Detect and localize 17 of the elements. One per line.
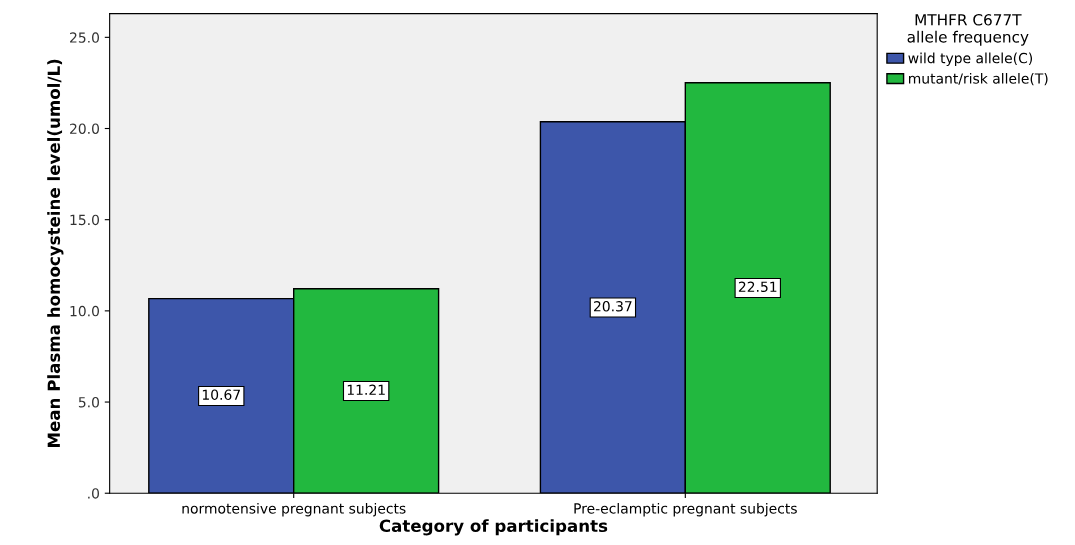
legend-label: wild type allele(C) [908,52,1033,67]
y-tick-label: 15.0 [70,214,100,226]
x-tick-label: Pre-eclamptic pregnant subjects [574,502,797,517]
data-label: 11.21 [347,384,385,395]
x-axis-title: Category of participants [379,519,608,536]
y-tick-label: 5.0 [78,397,100,408]
y-tick-label: 20.0 [70,123,100,134]
y-tick-label: 25.0 [70,32,100,43]
y-tick-label: 10.0 [70,305,100,317]
y-axis-title: Mean Plasma homocysteine level(umol/L) [47,59,64,448]
data-label: 10.67 [202,389,240,400]
data-label: 20.37 [594,301,632,312]
x-tick-label: normotensive pregnant subjects [182,502,406,517]
data-label: 22.51 [738,281,777,293]
y-tick-label: .0 [88,488,100,499]
legend-title: MTHFR C677T allele frequency [907,14,1029,46]
legend-label: mutant/risk allele(T) [909,72,1048,86]
